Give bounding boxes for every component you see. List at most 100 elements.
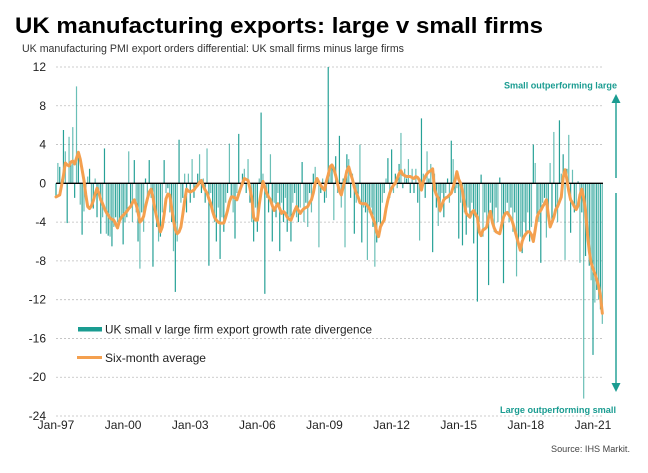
bar <box>256 183 258 232</box>
bar <box>372 183 374 227</box>
bar <box>269 154 272 184</box>
bar <box>385 178 387 184</box>
bar <box>139 183 141 269</box>
bar <box>184 173 186 184</box>
bar <box>471 183 473 203</box>
x-tick-label: Jan-15 <box>440 418 477 432</box>
bar <box>391 149 393 184</box>
bar <box>105 183 107 234</box>
bar <box>478 183 480 223</box>
bar <box>264 183 266 294</box>
bar <box>129 183 132 208</box>
bar <box>59 166 61 184</box>
bar <box>225 183 227 203</box>
bar <box>573 183 575 213</box>
bar <box>491 183 493 218</box>
bar <box>486 183 488 227</box>
bar <box>197 173 199 184</box>
chart-title: UK manufacturing exports: large v small … <box>15 13 543 38</box>
y-tick-label: -24 <box>29 409 47 423</box>
bar <box>141 183 143 213</box>
bar <box>297 183 299 223</box>
y-axis: 12 8 4 0 -4 -8 -12 -16 -20 -24 <box>29 60 47 423</box>
bar <box>570 183 572 233</box>
bar <box>441 183 443 194</box>
bar <box>83 183 85 212</box>
bar <box>514 183 516 213</box>
bar <box>597 183 600 300</box>
bar <box>308 183 311 194</box>
bar <box>100 183 102 234</box>
legend-item-divergence: UK small v large firm export growth rate… <box>78 323 372 337</box>
bar <box>575 183 577 208</box>
bar <box>79 183 81 205</box>
bar <box>521 183 523 254</box>
bar <box>157 183 160 242</box>
bar <box>57 162 59 184</box>
six-month-average-series <box>54 150 604 315</box>
bar <box>495 183 497 208</box>
annotation-large-outperforming: Large outperforming small <box>500 405 616 416</box>
bar <box>133 160 135 184</box>
bar <box>234 183 236 239</box>
bar <box>226 183 229 194</box>
chart-subtitle: UK manufacturing PMI export orders diffe… <box>22 43 404 55</box>
bar <box>284 183 286 198</box>
bar <box>420 118 423 184</box>
bar <box>290 183 292 242</box>
bar <box>322 178 324 184</box>
bar <box>327 67 329 184</box>
bar <box>547 183 549 218</box>
bar <box>359 144 361 184</box>
bar <box>174 183 176 292</box>
y-tick-label: -16 <box>29 331 47 345</box>
bar <box>217 183 219 208</box>
arrow-down-icon <box>611 193 621 392</box>
bar <box>487 183 490 286</box>
bar <box>113 183 115 227</box>
bar <box>461 183 464 246</box>
bar <box>467 183 469 208</box>
bar <box>230 183 232 198</box>
bar <box>163 160 165 184</box>
bar <box>405 178 408 184</box>
x-tick-label: Jan-09 <box>306 418 343 432</box>
bar <box>579 183 581 263</box>
bar <box>182 183 184 198</box>
bar <box>549 162 551 184</box>
y-tick-label: 4 <box>39 138 46 152</box>
bar <box>368 183 370 213</box>
bar <box>400 132 402 184</box>
bar <box>502 183 505 284</box>
bar <box>116 183 119 223</box>
bar <box>294 183 296 194</box>
bar <box>482 183 484 237</box>
bar <box>394 173 396 184</box>
bar <box>223 183 225 232</box>
bar <box>241 173 244 184</box>
bar <box>344 183 346 248</box>
bar <box>312 173 314 184</box>
bar <box>120 183 122 218</box>
legend-item-average: Six-month average <box>77 351 206 365</box>
bar <box>87 176 89 184</box>
bar <box>146 183 148 203</box>
bar <box>350 183 352 198</box>
bar <box>476 183 478 302</box>
bar <box>407 159 410 184</box>
bar <box>499 177 501 184</box>
y-tick-label: 8 <box>39 99 46 113</box>
legend-swatch-bar <box>78 327 102 332</box>
bar <box>161 183 163 213</box>
bar <box>364 183 367 213</box>
bar <box>599 183 602 310</box>
bar <box>562 154 564 184</box>
legend-label: Six-month average <box>105 351 206 365</box>
bar <box>363 183 365 208</box>
bar <box>301 162 303 184</box>
bar <box>96 183 98 218</box>
bar <box>379 183 382 232</box>
bar <box>176 183 178 242</box>
bar <box>228 143 231 184</box>
bar <box>396 183 398 189</box>
